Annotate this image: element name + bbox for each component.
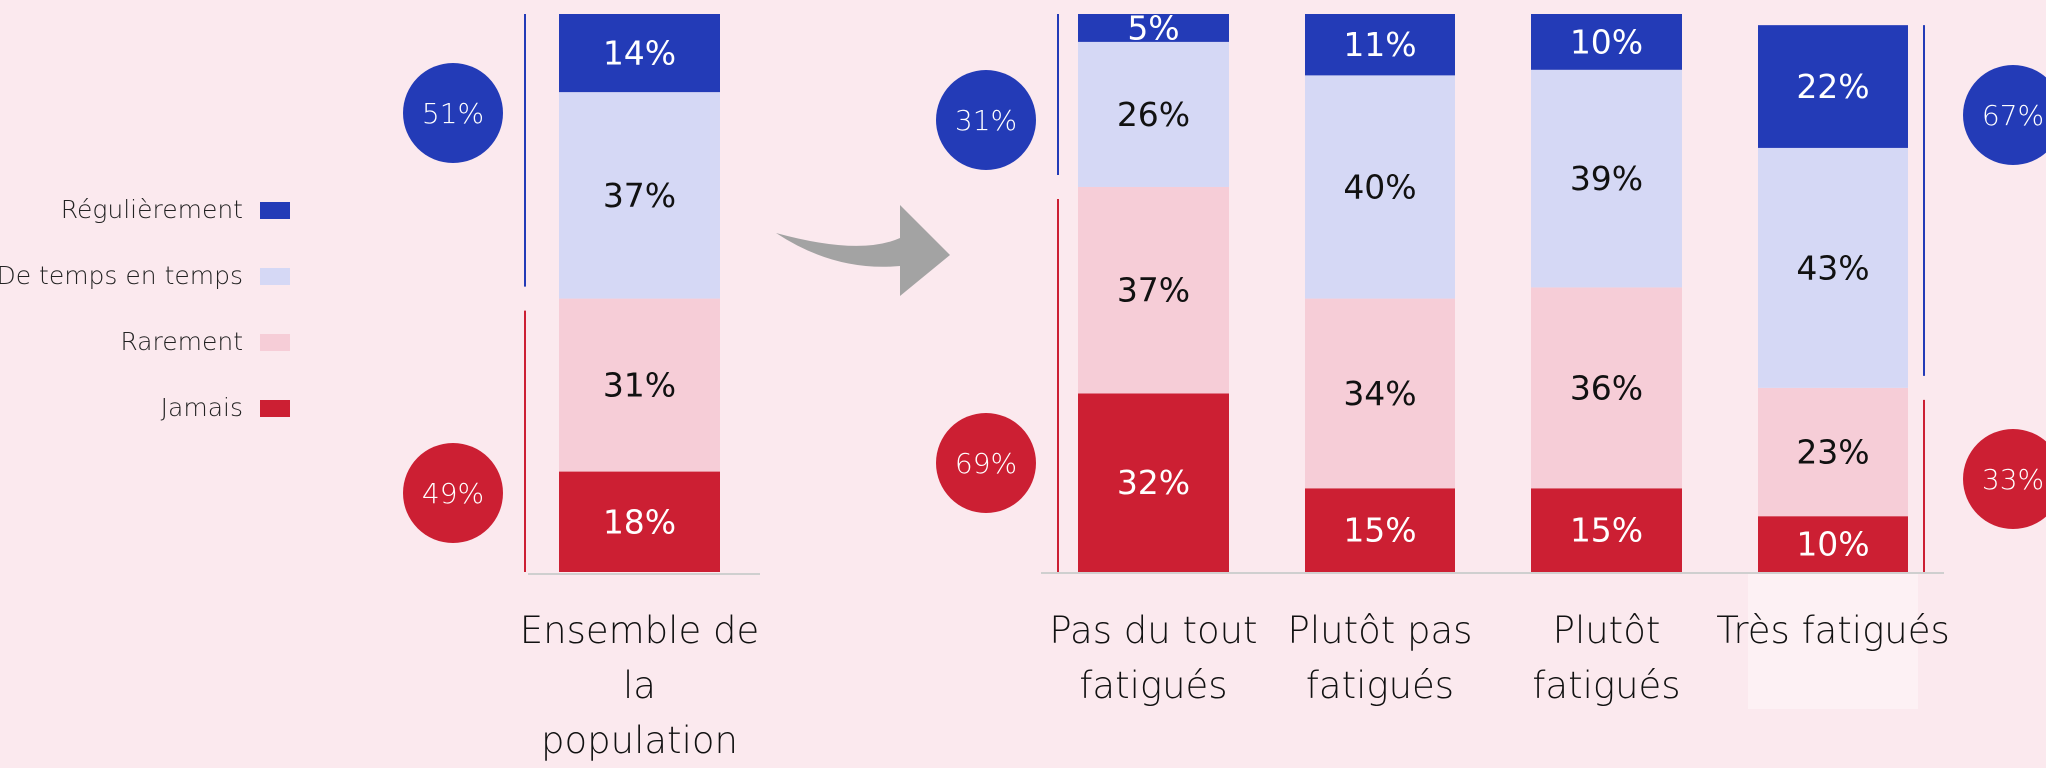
bar-segment	[1758, 147, 1908, 388]
total-circle	[936, 70, 1036, 170]
total-circle	[1963, 429, 2046, 529]
bar-segment	[559, 14, 720, 93]
bar-segment	[1531, 287, 1682, 489]
bar-segment	[1078, 186, 1229, 394]
total-label: 49%	[422, 477, 484, 510]
total-label: 33%	[1982, 463, 2044, 496]
bar-value-label: 22%	[1796, 67, 1869, 106]
label-highlight	[1748, 572, 1918, 709]
legend-swatch	[260, 334, 290, 351]
bar-segment	[559, 298, 720, 472]
page: 18% 31% 37% 14% 32% 37% 26% 5% 15% 34% 40% 11% 15% 36…	[0, 8, 2046, 762]
bar-value-label: 37%	[603, 176, 676, 215]
bar-value-label: 37%	[1117, 271, 1190, 310]
legend-swatch	[260, 268, 290, 285]
bar-value-label: 36%	[1570, 368, 1643, 407]
bar-value-label: 32%	[1117, 463, 1190, 502]
bar-value-label: 11%	[1343, 25, 1416, 64]
category-label: Plutôt pas fatigués	[1287, 609, 1473, 707]
bar-segment	[559, 471, 720, 572]
bar-segment	[1531, 488, 1682, 572]
arrow	[776, 205, 950, 296]
total-label: 67%	[1982, 99, 2044, 132]
bar-segment	[1078, 14, 1229, 42]
total-circle	[403, 63, 503, 163]
total-circle	[1963, 65, 2046, 165]
bar-segment	[1305, 488, 1455, 572]
bar-segment	[559, 92, 720, 299]
legend-swatch	[260, 202, 290, 219]
bar-segment	[1305, 14, 1455, 76]
category-label: Pas du tout fatigués	[1049, 609, 1258, 707]
bar-value-label: 31%	[603, 366, 676, 405]
legend-label: De temps en temps	[0, 261, 243, 290]
chart: 18% 31% 37% 14% 32% 37% 26% 5% 15% 34% 40% 11% 15% 36…	[0, 8, 2046, 709]
bar-value-label: 43%	[1796, 248, 1869, 287]
legend-swatch	[260, 400, 290, 417]
bar-value-label: 26%	[1117, 95, 1190, 134]
category-label: Très fatigués	[1716, 609, 1950, 652]
bar-segment	[1758, 516, 1908, 572]
total-label: 69%	[955, 447, 1017, 480]
bar-value-label: 10%	[1570, 22, 1643, 61]
bar-value-label: 15%	[1343, 511, 1416, 550]
bar-segment	[1078, 393, 1229, 572]
legend-label: Jamais	[161, 393, 243, 422]
total-circle	[403, 443, 503, 543]
bar-segment	[1758, 25, 1908, 148]
total-label: 31%	[955, 104, 1017, 137]
bar-segment	[1305, 75, 1455, 299]
bar-value-label: 15%	[1570, 511, 1643, 550]
bar-value-label: 39%	[1570, 159, 1643, 198]
bar-segment	[1758, 387, 1908, 517]
category-label: Plutôt fatigués	[1532, 609, 1681, 707]
bar-segment	[1305, 298, 1455, 489]
bar-value-label: 40%	[1343, 167, 1416, 206]
category-label: Ensemble de la population	[519, 609, 760, 762]
bar-segment	[1078, 41, 1229, 187]
bar-segment	[1531, 69, 1682, 288]
total-circle	[936, 413, 1036, 513]
bar-value-label: 10%	[1796, 525, 1869, 564]
legend-label: Rarement	[120, 327, 243, 356]
bar-value-label: 5%	[1127, 8, 1179, 47]
bar-segment	[1531, 14, 1682, 70]
bar-value-label: 18%	[603, 502, 676, 541]
bar-value-label: 23%	[1796, 433, 1869, 472]
legend-label: Régulièrement	[61, 195, 243, 224]
total-label: 51%	[422, 97, 484, 130]
bar-value-label: 14%	[603, 34, 676, 73]
bar-value-label: 34%	[1343, 374, 1416, 413]
